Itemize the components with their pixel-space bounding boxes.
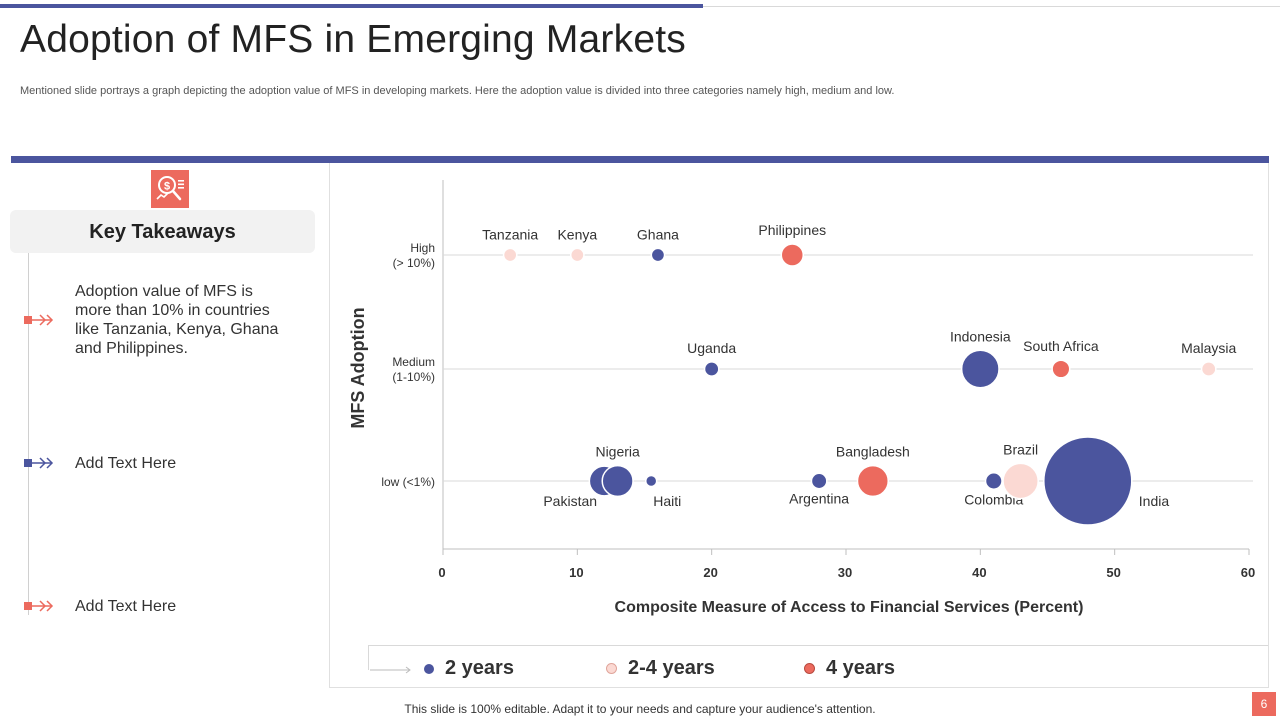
bubble-label-brazil: Brazil: [1003, 441, 1038, 457]
legend-border: [368, 645, 1268, 646]
bubble-uganda: [703, 361, 720, 377]
bubble-label-india: India: [1139, 493, 1170, 509]
x-tick-label: 20: [703, 565, 717, 580]
bubble-label-tanzania: Tanzania: [482, 226, 538, 242]
legend-item-2-4-years: 2-4 years: [606, 657, 715, 680]
bubble-label-philippines: Philippines: [758, 222, 826, 238]
takeaway-text-3: Add Text Here: [75, 598, 177, 615]
y-tick-label: low (<1%): [381, 475, 435, 489]
bubble-label-south-africa: South Africa: [1023, 338, 1099, 354]
bubble-label-uganda: Uganda: [687, 340, 736, 356]
x-tick-label: 40: [972, 565, 986, 580]
bubble-label-pakistan: Pakistan: [543, 493, 597, 509]
footer-note: This slide is 100% editable. Adapt it to…: [404, 702, 876, 716]
x-axis-title: Composite Measure of Access to Financial…: [615, 599, 1084, 616]
y-axis-title: MFS Adoption: [348, 307, 368, 428]
y-tick-label: Medium: [392, 355, 435, 369]
bubble-tanzania: [502, 247, 518, 263]
legend-item-4-years: 4 years: [804, 657, 895, 680]
takeaways-timeline: [28, 253, 29, 615]
arrow-bullet-icon: [22, 455, 58, 471]
section-divider: [11, 156, 1269, 163]
bubble-philippines: [780, 243, 805, 267]
money-search-icon: $: [151, 170, 189, 208]
bubble-label-malaysia: Malaysia: [1181, 340, 1236, 356]
legend-item-2-years: 2 years: [424, 657, 514, 680]
top-rule: [703, 6, 1280, 7]
y-tick-label: (1-10%): [392, 370, 435, 384]
legend-dot: [606, 663, 617, 674]
bubble-label-indonesia: Indonesia: [950, 328, 1011, 344]
x-tick-label: 10: [569, 565, 583, 580]
legend-label: 2 years: [445, 657, 514, 679]
page-title: Adoption of MFS in Emerging Markets: [20, 18, 686, 61]
bubble-ghana: [650, 247, 666, 263]
legend-dot: [804, 663, 815, 674]
arrow-bullet-icon: [22, 598, 58, 614]
x-tick-label: 60: [1241, 565, 1255, 580]
y-tick-label: High: [410, 241, 435, 255]
page-number: 6: [1252, 692, 1276, 716]
page-subtitle: Mentioned slide portrays a graph depicti…: [20, 85, 895, 97]
takeaways-title: Key Takeaways: [89, 221, 236, 243]
bubble-bangladesh: [856, 464, 890, 498]
x-tick-label: 0: [438, 565, 445, 580]
takeaways-header-box: [10, 210, 315, 253]
takeaway-text-1: Adoption value of MFS is more than 10% i…: [75, 283, 279, 357]
top-accent-bar: [0, 4, 703, 8]
bubble-indonesia: [960, 349, 1000, 389]
bubble-colombia: [984, 472, 1003, 490]
legend-label: 4 years: [826, 657, 895, 679]
legend-border-left: [368, 645, 369, 670]
bubble-haiti: [644, 474, 658, 488]
legend-dot: [424, 663, 434, 674]
takeaway-text-2: Add Text Here: [75, 455, 177, 472]
bubble-malaysia: [1200, 361, 1217, 377]
x-tick-label: 50: [1106, 565, 1120, 580]
chart-panel-border-left: [329, 163, 330, 688]
chart-panel-border-bottom: [329, 687, 1269, 688]
chart-panel-border-right: [1268, 163, 1269, 688]
arrow-bullet-icon: [22, 312, 58, 328]
bubble-argentina: [810, 472, 828, 490]
bubble-label-nigeria: Nigeria: [595, 444, 640, 460]
y-tick-label: (> 10%): [393, 256, 435, 270]
bubble-nigeria: [601, 464, 634, 498]
bubble-south-africa: [1051, 359, 1071, 379]
bubble-label-bangladesh: Bangladesh: [836, 444, 910, 460]
bubble-label-kenya: Kenya: [557, 226, 597, 242]
bubble-label-ghana: Ghana: [637, 226, 679, 242]
x-tick-label: 30: [838, 565, 852, 580]
bubble-label-haiti: Haiti: [653, 493, 681, 509]
svg-text:$: $: [164, 181, 170, 193]
bubble-kenya: [569, 247, 585, 263]
bubble-brazil: [1002, 462, 1039, 500]
bubble-label-argentina: Argentina: [789, 491, 849, 507]
bubble-india: [1043, 436, 1133, 526]
legend-arrow-icon: [370, 666, 411, 674]
legend-label: 2-4 years: [628, 657, 715, 679]
bubble-label-colombia: Colombia: [964, 491, 1023, 507]
